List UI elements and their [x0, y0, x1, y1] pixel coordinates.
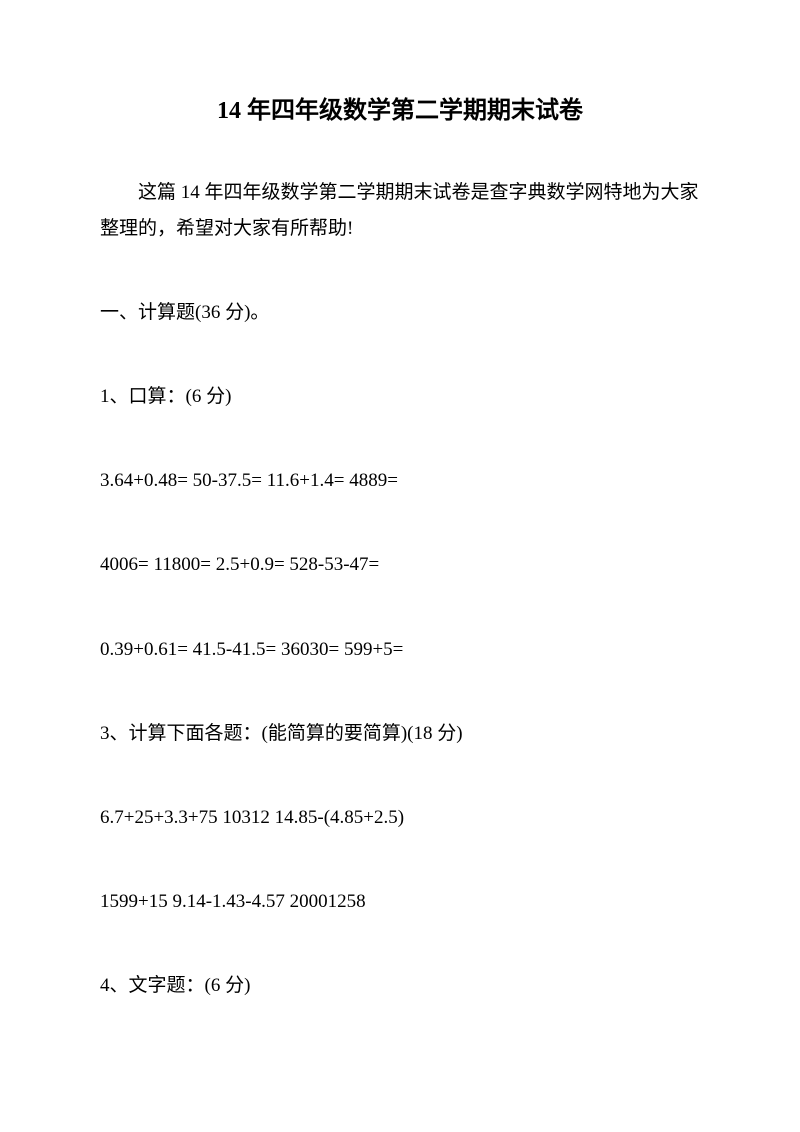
question-3-header: 3、计算下面各题：(能简算的要简算)(18 分)	[100, 716, 700, 752]
page-title: 14 年四年级数学第二学期期末试卷	[100, 90, 700, 125]
intro-paragraph: 这篇 14 年四年级数学第二学期期末试卷是查字典数学网特地为大家整理的，希望对大…	[100, 175, 700, 247]
section-1-header: 一、计算题(36 分)。	[100, 295, 700, 331]
question-3-line-2: 1599+15 9.14-1.43-4.57 20001258	[100, 884, 700, 920]
question-4-header: 4、文字题：(6 分)	[100, 968, 700, 1004]
question-3-line-1: 6.7+25+3.3+75 10312 14.85-(4.85+2.5)	[100, 800, 700, 836]
question-1-line-2: 4006= 11800= 2.5+0.9= 528-53-47=	[100, 547, 700, 583]
question-1-line-1: 3.64+0.48= 50-37.5= 11.6+1.4= 4889=	[100, 463, 700, 499]
question-1-header: 1、口算：(6 分)	[100, 379, 700, 415]
question-1-line-3: 0.39+0.61= 41.5-41.5= 36030= 599+5=	[100, 632, 700, 668]
